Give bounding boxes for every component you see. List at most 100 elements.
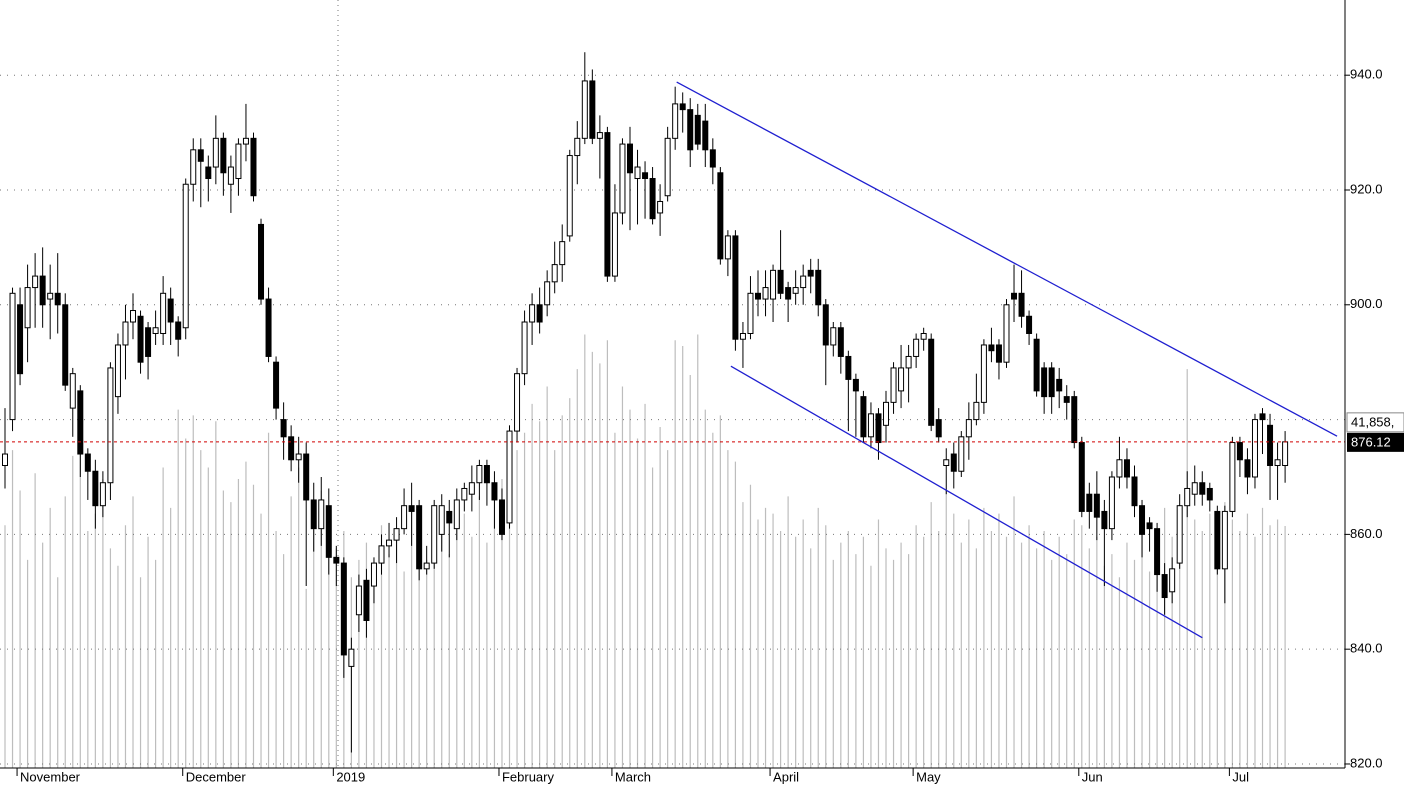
candle-body [175, 321, 182, 340]
candle-body [1229, 442, 1236, 512]
candle-body [468, 482, 475, 495]
candle-body [1251, 419, 1258, 478]
candle-body [62, 304, 69, 386]
candle-body [303, 453, 310, 501]
candle-body [875, 413, 882, 444]
candle-body [626, 143, 633, 174]
candle-body [355, 585, 362, 616]
candle-body [935, 419, 942, 438]
candle-body [152, 327, 159, 334]
candle-body [340, 562, 347, 656]
candle-body [1093, 493, 1100, 518]
candle-body [913, 338, 920, 357]
x-tick-label: December [186, 769, 247, 784]
x-tick-label: March [615, 769, 651, 784]
grid-layer [0, 0, 1345, 768]
candle-body [265, 298, 272, 357]
candle-body [755, 292, 761, 300]
candle-body [1236, 442, 1243, 461]
candle-body [1131, 476, 1138, 507]
candle-body [732, 235, 739, 340]
candle-body [167, 298, 174, 323]
candle-body [544, 281, 551, 306]
candle-body [717, 172, 724, 260]
y-tick-label: 860.0 [1350, 526, 1383, 541]
candle-body [107, 367, 114, 484]
candle-body [1282, 441, 1289, 467]
x-tick-label: Jun [1082, 769, 1103, 784]
candle-body [242, 137, 249, 145]
candle-body [220, 137, 227, 174]
candle-body [190, 149, 197, 185]
candle-body [1026, 315, 1033, 334]
candle-body [483, 465, 490, 484]
candle-body [739, 332, 746, 340]
candle-body [1206, 487, 1213, 501]
candle-body [17, 304, 24, 375]
candle-body [39, 275, 46, 306]
candle-body [657, 200, 664, 214]
candle-body [1184, 487, 1191, 507]
candle-body [596, 132, 603, 139]
candle-body [130, 310, 137, 323]
candle-body [378, 545, 385, 564]
candle-body [258, 223, 265, 300]
candle-body [822, 304, 829, 346]
candle-body [883, 401, 890, 426]
candle-body [288, 436, 295, 461]
candle-body [950, 453, 957, 472]
candle-body [988, 344, 995, 352]
candle-body [559, 241, 566, 266]
x-tick-label: April [773, 769, 799, 784]
candle-body [920, 332, 927, 340]
candle-body [1056, 378, 1063, 392]
candle-body [514, 373, 521, 432]
candle-body [867, 413, 874, 438]
candle-body [566, 155, 573, 237]
candle-body [905, 355, 912, 369]
candle-body [1018, 292, 1025, 317]
candle-body [453, 499, 460, 530]
candle-body [1259, 413, 1266, 421]
last-volume-box [1346, 412, 1404, 433]
candle-body [1116, 459, 1123, 478]
candle-body [9, 292, 16, 421]
candle-body [47, 292, 54, 300]
x-tick-label: November [20, 769, 81, 784]
candle-body [536, 304, 543, 323]
candle-body [348, 648, 355, 667]
candle-body [551, 264, 558, 283]
candle-body [461, 487, 468, 501]
candle-body [137, 315, 144, 363]
candle-body [589, 80, 596, 139]
trendline [730, 365, 1203, 639]
candle-body [1071, 396, 1078, 444]
candle-body [965, 419, 972, 438]
candle-body [1154, 528, 1161, 576]
candle-body [205, 166, 212, 180]
last-price-label: 876.12 [1351, 434, 1391, 449]
candle-body [845, 355, 852, 380]
candle-body [431, 505, 438, 564]
candle-body [54, 292, 61, 306]
last-price-box [1347, 432, 1404, 452]
candle-body [943, 459, 950, 467]
candle-body [2, 453, 8, 467]
candle-body [807, 269, 814, 277]
candle-body [84, 453, 91, 472]
candle-body [792, 287, 799, 294]
candle-body [980, 344, 987, 403]
volume-layer [4, 334, 1286, 768]
candle-body [212, 137, 219, 168]
axis-layer: 940.0 920.0 900.0 860.0 840.0 820.0 November De… [16, 67, 1404, 784]
candle-body [1048, 367, 1055, 398]
candle-body [634, 166, 641, 180]
candle-body [416, 505, 423, 570]
candle-body [1123, 459, 1130, 478]
candle-body [32, 275, 39, 289]
candle-body [122, 321, 129, 346]
candle-body [762, 287, 769, 300]
candle-body [250, 137, 257, 197]
candle-body [386, 539, 393, 547]
candle-body [1199, 482, 1206, 495]
